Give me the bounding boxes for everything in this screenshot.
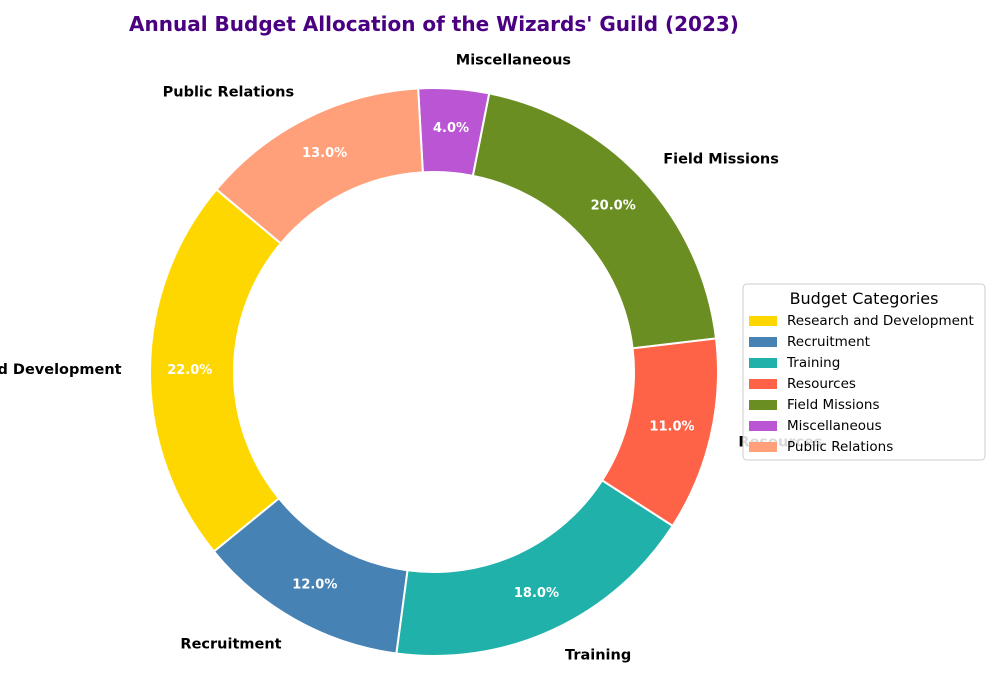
category-label-miscellaneous: Miscellaneous (456, 52, 571, 68)
chart-title: Annual Budget Allocation of the Wizards'… (129, 12, 739, 36)
legend-swatch-training (749, 358, 777, 368)
percent-label-miscellaneous: 4.0% (433, 121, 469, 136)
slice-public-relations (215, 87, 424, 245)
category-label-research-and-development: Research and Development (0, 362, 122, 378)
percent-label-research-and-development: 22.0% (167, 363, 212, 378)
legend-swatch-resources (749, 379, 777, 389)
percent-label-training: 18.0% (514, 586, 559, 601)
legend: Budget Categories Research and Developme… (742, 283, 986, 461)
legend-swatch-recruitment (749, 337, 777, 347)
legend-items: Research and Development Recruitment Train… (749, 313, 974, 455)
legend-label-training: Training (786, 355, 840, 371)
legend-swatch-research-and-development (749, 316, 777, 326)
legend-title: Budget Categories (790, 289, 939, 308)
percent-label-recruitment: 12.0% (292, 578, 337, 593)
legend-swatch-public-relations (749, 442, 777, 452)
slice-training (395, 478, 675, 657)
category-label-public-relations: Public Relations (163, 85, 294, 101)
percent-label-resources: 11.0% (649, 419, 694, 434)
percent-label-field-missions: 20.0% (591, 199, 636, 214)
slice-field-missions (471, 92, 718, 350)
legend-label-resources: Resources (787, 376, 856, 392)
legend-frame (742, 283, 986, 461)
legend-label-field-missions: Field Missions (787, 397, 880, 413)
legend-label-recruitment: Recruitment (787, 334, 870, 350)
percent-labels-group: 22.0% 12.0% 18.0% 11.0% 20.0% 4.0% 13.0% (167, 121, 694, 601)
category-label-training: Training (565, 648, 631, 664)
category-label-recruitment: Recruitment (180, 637, 281, 653)
percent-label-public-relations: 13.0% (302, 146, 347, 161)
legend-label-public-relations: Public Relations (787, 439, 893, 455)
category-label-field-missions: Field Missions (663, 152, 779, 168)
legend-label-research-and-development: Research and Development (787, 313, 974, 329)
legend-label-miscellaneous: Miscellaneous (787, 418, 882, 434)
legend-swatch-miscellaneous (749, 421, 777, 431)
legend-swatch-field-missions (749, 400, 777, 410)
slices-group (149, 87, 719, 657)
